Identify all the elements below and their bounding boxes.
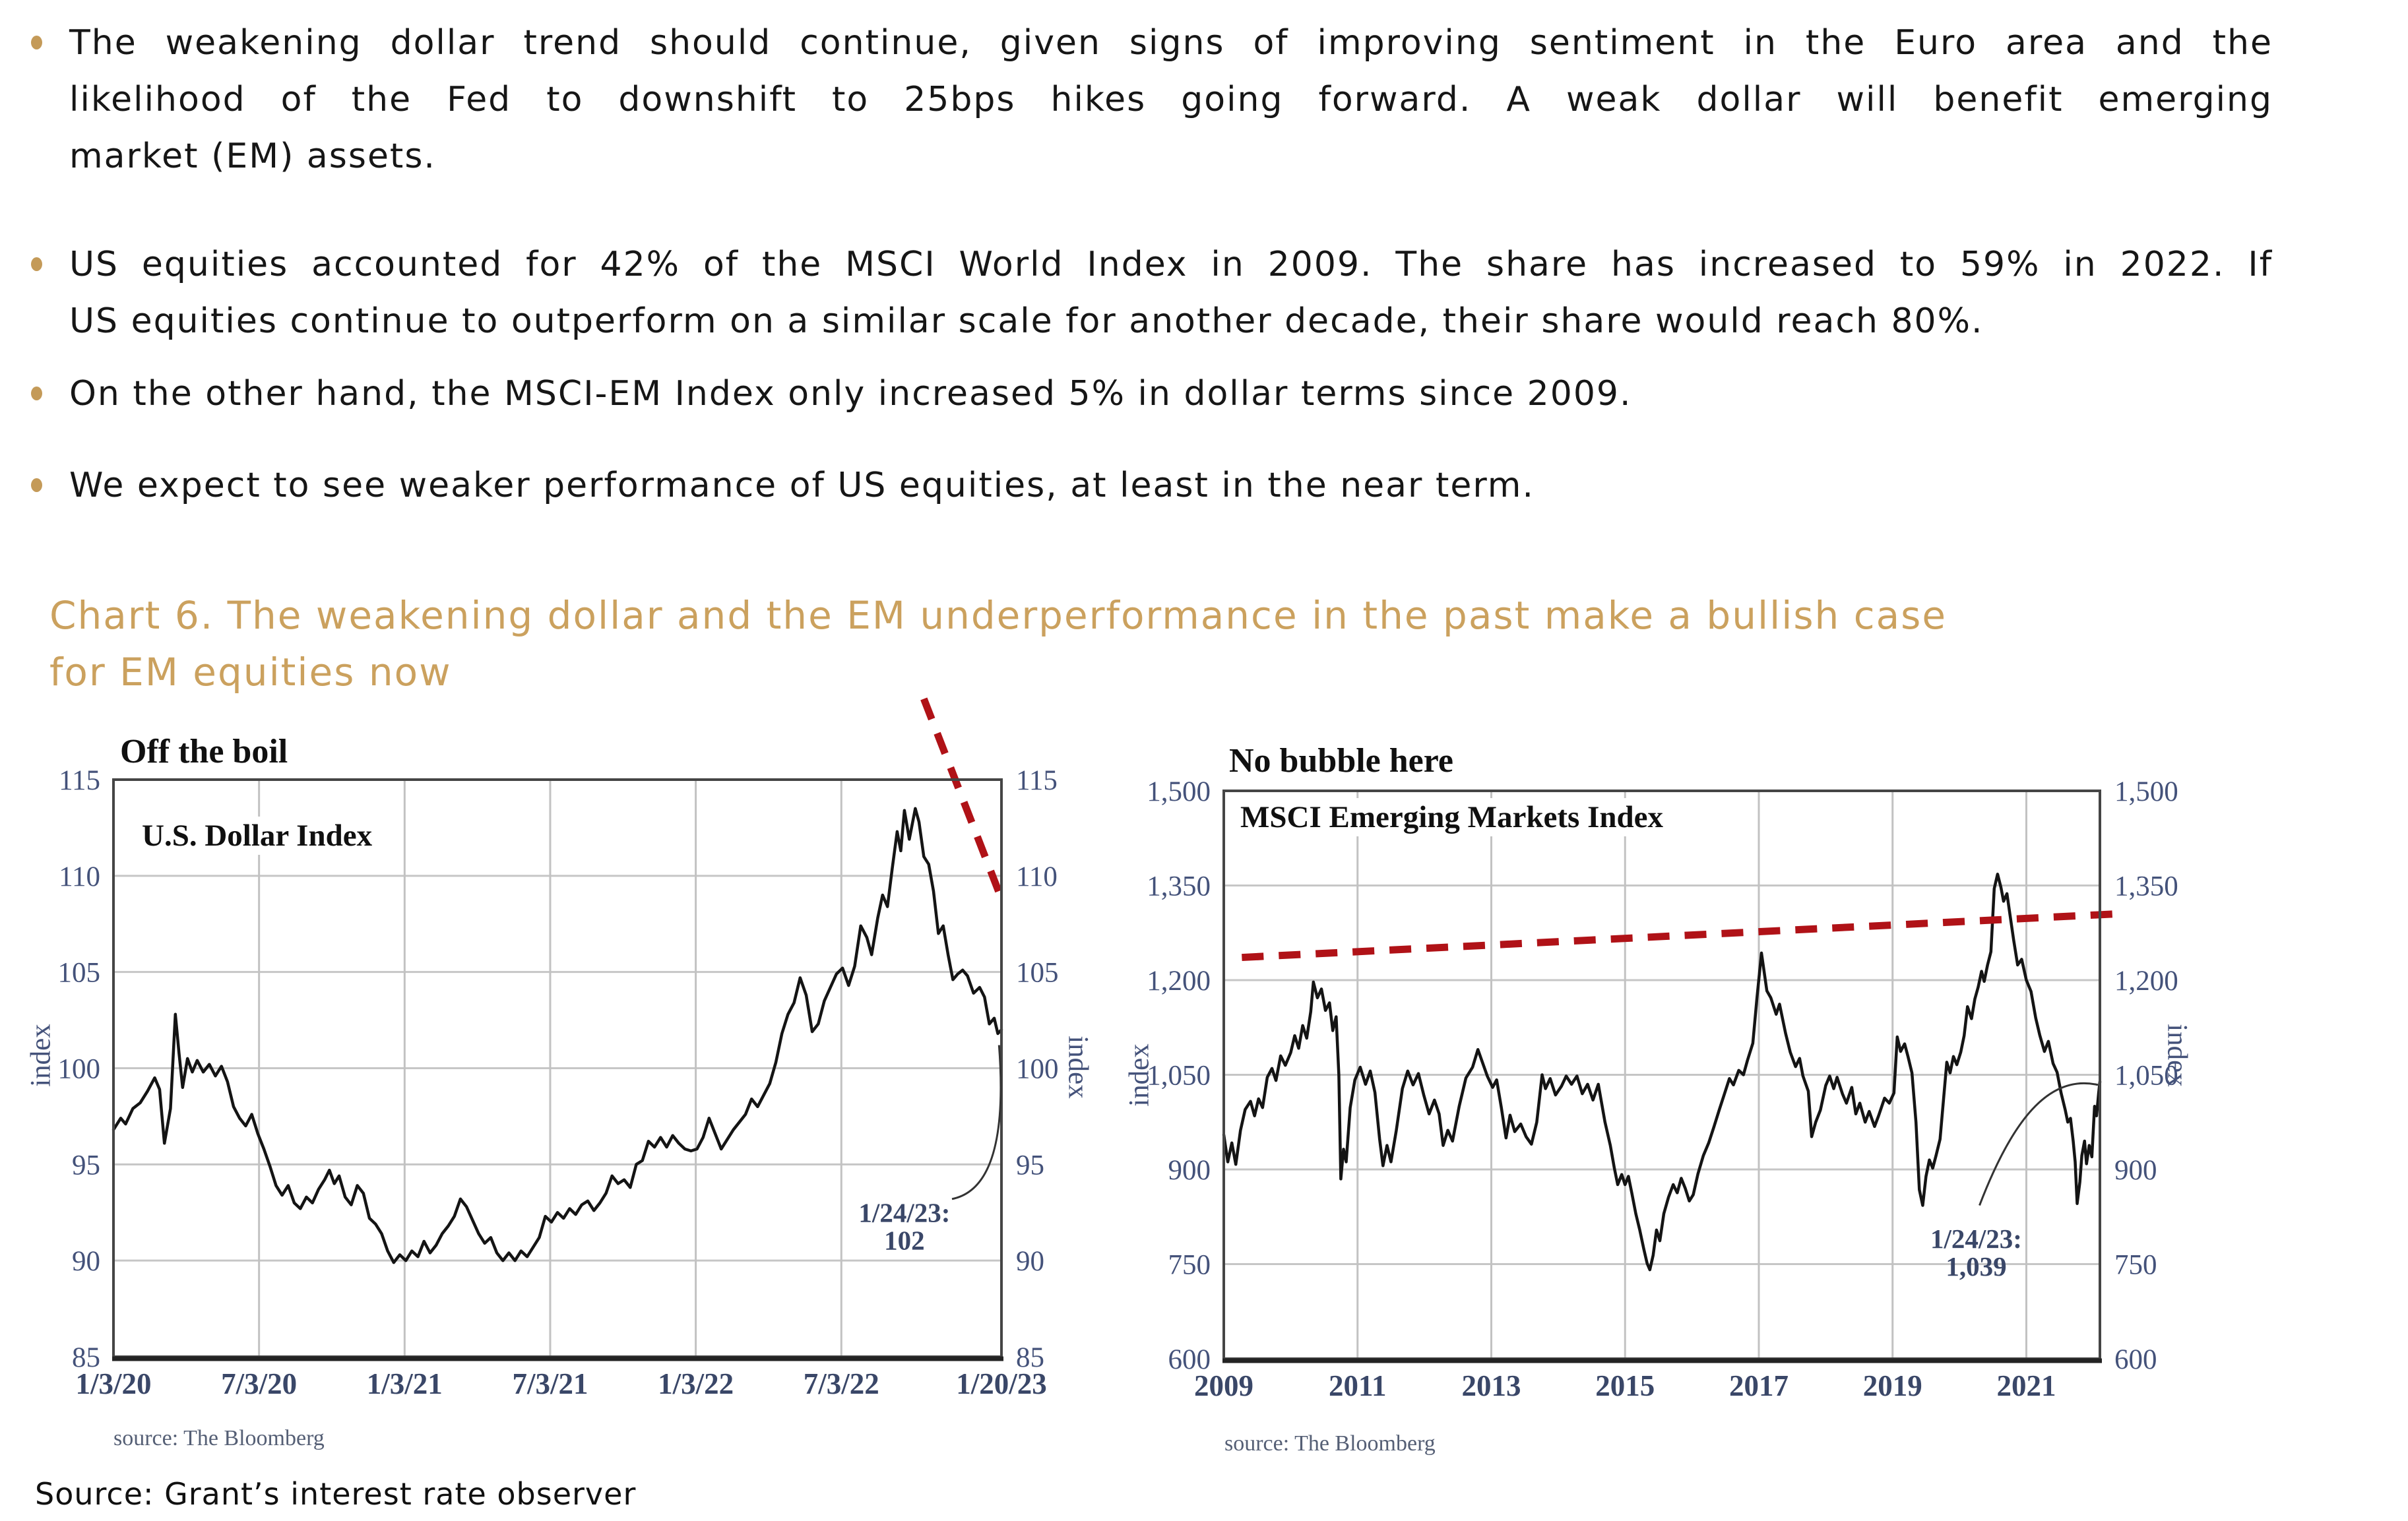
bullet-text-line: US equities accounted for 42% of the MSC… <box>69 245 2273 284</box>
y-tick-label-right: 750 <box>2114 1250 2157 1281</box>
y-tick-label-right: 1,200 <box>2114 966 2178 997</box>
page-source: Source: Grant’s interest rate observer <box>35 1476 637 1512</box>
annotation-text: 1/24/23: <box>1930 1224 2022 1254</box>
x-tick-label: 7/3/20 <box>221 1367 297 1400</box>
bullet-icon <box>31 36 42 49</box>
y-tick-label-left: 1,350 <box>1147 871 1211 902</box>
bullet-text-line: On the other hand, the MSCI-EM Index onl… <box>69 374 1632 414</box>
x-tick-label: 2019 <box>1863 1369 1922 1402</box>
msci-em-index-chart: 600 600 750 750 900 900 1,050 1,050 1,200 1,200 1,… <box>1122 686 2309 1474</box>
msci-em-index-plot: 600 600 750 750 900 900 1,050 1,050 1,200 1,200 1,… <box>1147 776 2178 1402</box>
bullet-item: The weakening dollar trend should contin… <box>31 15 2273 185</box>
bullet-item: On the other hand, the MSCI-EM Index onl… <box>31 365 2273 422</box>
x-tick-label: 2011 <box>1329 1369 1387 1402</box>
bullet-text-line: market (EM) assets. <box>69 137 436 176</box>
x-tick-label: 1/3/21 <box>367 1367 443 1400</box>
annotation-text: 1,039 <box>1946 1251 2006 1282</box>
series-label: U.S. Dollar Index <box>135 817 379 855</box>
y-tick-label-left: 1,500 <box>1147 776 1211 807</box>
trendline-dashed <box>1242 910 2117 962</box>
y-tick-label-left: 95 <box>72 1150 100 1181</box>
heading-line: Chart 6. The weakening dollar and the EM… <box>49 593 1948 638</box>
trendline-dashed <box>920 697 1003 896</box>
y-axis-title-left: index <box>1124 1043 1155 1107</box>
bullet-text-line: US equities continue to outperform on a … <box>69 301 1984 341</box>
x-tick-label: 2015 <box>1595 1369 1655 1402</box>
series-label: MSCI Emerging Markets Index <box>1234 798 1670 836</box>
y-tick-label-left: 115 <box>59 765 100 796</box>
y-tick-label-left: 750 <box>1168 1250 1211 1281</box>
y-tick-label-right: 100 <box>1016 1054 1059 1085</box>
bullet-item: US equities accounted for 42% of the MSC… <box>31 236 2273 350</box>
chart-source: source: The Bloomberg <box>1224 1431 1436 1456</box>
bullet-icon <box>31 387 42 400</box>
chart-title: No bubble here <box>1229 742 1453 780</box>
y-tick-label-left: 1,200 <box>1147 966 1211 997</box>
y-tick-label-right: 1,050 <box>2114 1061 2178 1092</box>
y-tick-label-right: 85 <box>1016 1342 1044 1373</box>
y-tick-label-right: 900 <box>2114 1155 2157 1186</box>
bullet-text-line: The weakening dollar trend should contin… <box>69 23 2273 63</box>
x-tick-label: 1/20/23 <box>956 1367 1047 1400</box>
annotation-callout <box>1979 1082 2099 1206</box>
chart-section-heading: Chart 6. The weakening dollar and the EM… <box>49 587 2293 700</box>
y-tick-label-right: 105 <box>1016 958 1059 989</box>
bullet-text-line: We expect to see weaker performance of U… <box>69 466 1535 505</box>
chart-title: Off the boil <box>120 733 288 770</box>
bullet-icon <box>31 478 42 492</box>
y-tick-label-left: 90 <box>72 1246 100 1277</box>
x-tick-label: 2013 <box>1461 1369 1521 1402</box>
y-tick-label-right: 90 <box>1016 1246 1044 1277</box>
y-axis-title-right: index <box>2161 1024 2193 1087</box>
series-line <box>111 807 1003 1264</box>
y-axis-title-left: index <box>25 1024 57 1087</box>
x-tick-label: 1/3/20 <box>75 1367 151 1400</box>
y-tick-label-right: 110 <box>1016 861 1058 892</box>
x-tick-label: 7/3/21 <box>512 1367 588 1400</box>
y-tick-label-left: 85 <box>72 1342 100 1373</box>
y-axis-title-right: index <box>1062 1036 1094 1099</box>
y-tick-label-left: 900 <box>1168 1155 1211 1186</box>
x-tick-label: 7/3/22 <box>804 1367 879 1400</box>
us-dollar-index-plot: 85 85 90 90 95 95 100 100 105 105 110 110 115 115 1/3/… <box>58 697 1059 1400</box>
y-tick-label-left: 110 <box>59 861 100 892</box>
heading-line: for EM equities now <box>49 650 452 695</box>
x-tick-label: 2009 <box>1194 1369 1253 1402</box>
y-tick-label-right: 115 <box>1016 765 1058 796</box>
chart-source: source: The Bloomberg <box>113 1426 325 1450</box>
annotation-callout <box>951 1045 1002 1200</box>
bullet-icon <box>31 257 42 271</box>
y-tick-label-left: 100 <box>58 1054 101 1085</box>
y-tick-label-left: 1,050 <box>1147 1061 1211 1092</box>
x-tick-label: 1/3/22 <box>658 1367 734 1400</box>
annotation-text: 1/24/23: <box>858 1197 950 1227</box>
y-tick-label-left: 105 <box>58 958 101 989</box>
series-line <box>1222 873 2102 1272</box>
bullet-item: We expect to see weaker performance of U… <box>31 457 2273 514</box>
x-tick-label: 2021 <box>1996 1369 2056 1402</box>
y-tick-label-right: 1,350 <box>2114 871 2178 902</box>
us-dollar-index-chart: 85 85 90 90 95 95 100 100 105 105 110 110 115 115 1/3/… <box>0 686 1122 1474</box>
y-tick-label-right: 1,500 <box>2114 776 2178 807</box>
y-tick-label-right: 95 <box>1016 1150 1044 1181</box>
y-tick-label-right: 600 <box>2114 1344 2157 1375</box>
bullet-text-line: likelihood of the Fed to downshift to 25… <box>69 80 2273 119</box>
x-tick-label: 2017 <box>1729 1369 1789 1402</box>
annotation-text: 102 <box>884 1225 925 1255</box>
y-tick-label-left: 600 <box>1168 1344 1211 1375</box>
